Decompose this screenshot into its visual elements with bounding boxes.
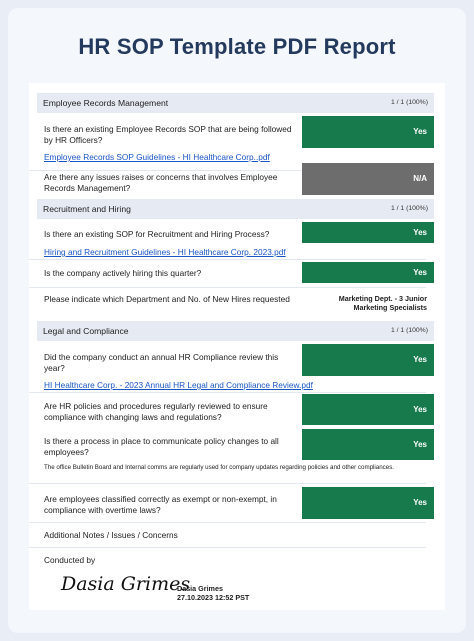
divider bbox=[29, 483, 426, 484]
notes-row: Additional Notes / Issues / Concerns bbox=[37, 524, 434, 546]
question-row: Is there an existing SOP for Recruitment… bbox=[37, 222, 434, 260]
question-text: Please indicate which Department and No.… bbox=[44, 294, 290, 304]
question-text: Did the company conduct an annual HR Com… bbox=[44, 352, 279, 373]
section-header-recruitment[interactable]: Recruitment and Hiring 1 / 1 (100%) bbox=[37, 199, 434, 219]
answer-badge: Yes bbox=[302, 394, 434, 425]
answer-line: Marketing Specialists bbox=[353, 303, 428, 312]
section-score: 1 / 1 (100%) bbox=[390, 99, 428, 106]
page-title: HR SOP Template PDF Report bbox=[78, 34, 396, 59]
question-row: Are employees classified correctly as ex… bbox=[37, 487, 434, 521]
answer-note: The office Bulletin Board and Internal c… bbox=[44, 464, 395, 471]
section-title: Legal and Compliance bbox=[43, 326, 129, 336]
answer-badge: Yes bbox=[302, 222, 434, 243]
section-score: 1 / 1 (100%) bbox=[390, 205, 428, 212]
question-row: Is there a process in place to communica… bbox=[37, 429, 434, 485]
section-header-employee-records[interactable]: Employee Records Management 1 / 1 (100%) bbox=[37, 93, 434, 113]
answer-text: Marketing Dept. - 3 Junior Marketing Spe… bbox=[339, 294, 427, 312]
divider bbox=[29, 259, 426, 260]
handwritten-signature: Dasia Grimes bbox=[61, 573, 191, 595]
section-title: Employee Records Management bbox=[43, 98, 169, 108]
report-page: Employee Records Management 1 / 1 (100%)… bbox=[29, 83, 445, 610]
attachment-link[interactable]: Employee Records SOP Guidelines - HI Hea… bbox=[44, 152, 270, 162]
question-text: Are employees classified correctly as ex… bbox=[44, 494, 277, 515]
answer-line: Marketing Dept. - 3 Junior bbox=[338, 294, 427, 303]
conducted-by-label: Conducted by bbox=[44, 555, 96, 565]
answer-badge: Yes bbox=[302, 487, 434, 519]
signer-info: Dasia Grimes 27.10.2023 12:52 PST bbox=[177, 584, 249, 602]
section-header-legal-compliance[interactable]: Legal and Compliance 1 / 1 (100%) bbox=[37, 321, 434, 341]
question-text: Is there an existing Employee Records SO… bbox=[44, 124, 292, 145]
signed-datetime: 27.10.2023 12:52 PST bbox=[177, 593, 250, 602]
question-row: Are HR policies and procedures regularly… bbox=[37, 394, 434, 427]
question-row: Are there any issues raises or concerns … bbox=[37, 163, 434, 197]
question-text: Is there a process in place to communica… bbox=[44, 436, 279, 457]
section-score: 1 / 1 (100%) bbox=[390, 327, 428, 334]
question-row: Is there an existing Employee Records SO… bbox=[37, 116, 434, 166]
answer-badge: Yes bbox=[302, 262, 434, 283]
divider bbox=[29, 547, 426, 548]
signature-block: Conducted by Dasia Grimes Dasia Grimes 2… bbox=[37, 549, 434, 609]
notes-label: Additional Notes / Issues / Concerns bbox=[44, 530, 178, 540]
question-text: Is the company actively hiring this quar… bbox=[44, 268, 202, 278]
divider bbox=[29, 170, 426, 171]
question-text: Are there any issues raises or concerns … bbox=[44, 172, 278, 193]
divider bbox=[29, 392, 426, 393]
question-text: Are HR policies and procedures regularly… bbox=[44, 401, 268, 422]
answer-badge: Yes bbox=[302, 344, 434, 376]
divider bbox=[29, 522, 426, 523]
attachment-link[interactable]: Hiring and Recruitment Guidelines - HI H… bbox=[44, 247, 286, 257]
divider bbox=[29, 287, 426, 288]
section-title: Recruitment and Hiring bbox=[43, 204, 131, 214]
answer-badge: N/A bbox=[302, 163, 434, 195]
question-text: Is there an existing SOP for Recruitment… bbox=[44, 229, 270, 239]
answer-badge: Yes bbox=[302, 429, 434, 460]
question-row: Please indicate which Department and No.… bbox=[37, 290, 434, 320]
question-row: Is the company actively hiring this quar… bbox=[37, 262, 434, 286]
signer-name: Dasia Grimes bbox=[177, 584, 223, 593]
attachment-link[interactable]: HI Healthcare Corp. - 2023 Annual HR Leg… bbox=[44, 380, 313, 390]
answer-badge: Yes bbox=[302, 116, 434, 148]
question-row: Did the company conduct an annual HR Com… bbox=[37, 344, 434, 394]
